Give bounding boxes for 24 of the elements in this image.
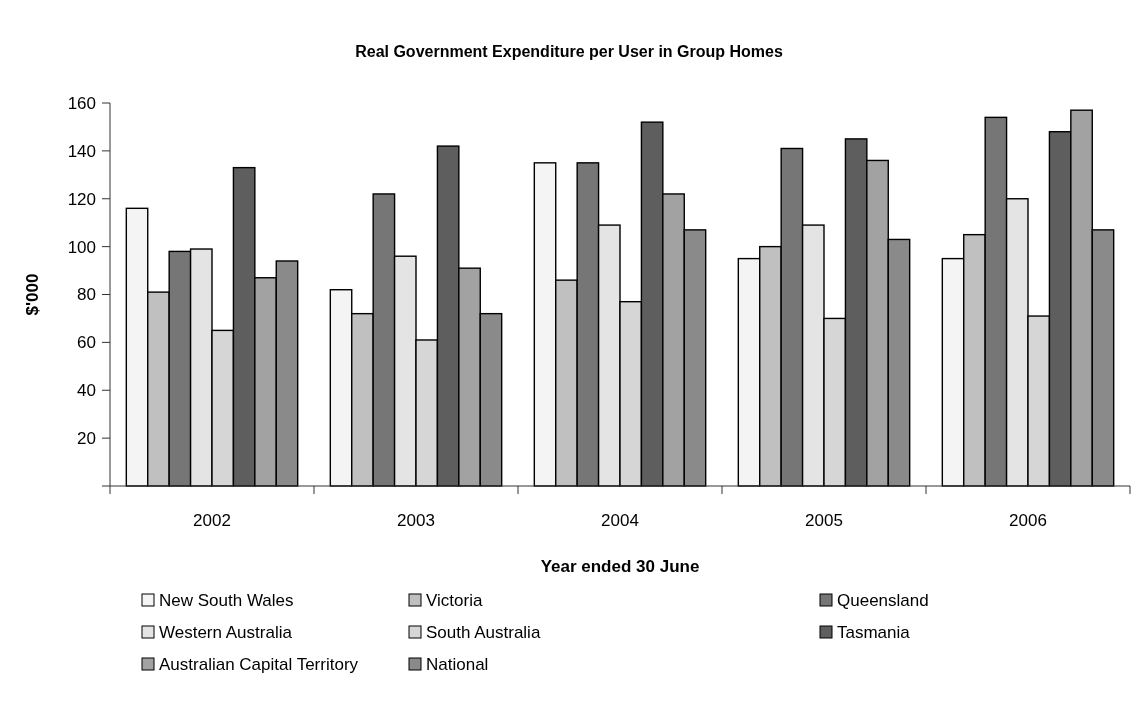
chart-title: Real Government Expenditure per User in Group Homes bbox=[355, 43, 783, 60]
y-tick-label: 140 bbox=[67, 141, 96, 161]
x-tick-label: 2006 bbox=[1009, 511, 1047, 530]
y-tick-label: 20 bbox=[77, 429, 96, 449]
x-tick-label: 2005 bbox=[805, 511, 843, 530]
legend-label: National bbox=[426, 654, 489, 674]
x-axis-title: Year ended 30 June bbox=[540, 557, 700, 576]
legend-label: New South Wales bbox=[159, 590, 294, 610]
x-tick-label: 2002 bbox=[193, 511, 231, 530]
y-tick-label: 100 bbox=[67, 237, 96, 257]
y-axis-title: $'000 bbox=[23, 273, 42, 316]
y-tick-label: 80 bbox=[77, 285, 96, 305]
legend-label: Tasmania bbox=[837, 622, 911, 642]
y-tick-label: 60 bbox=[77, 333, 96, 353]
x-tick-label: 2004 bbox=[601, 511, 639, 530]
y-tick-label: 120 bbox=[67, 189, 96, 209]
x-tick-label: 2003 bbox=[397, 511, 435, 530]
legend-label: Queensland bbox=[837, 590, 929, 610]
legend-label: Australian Capital Territory bbox=[159, 654, 359, 674]
legend-label: South Australia bbox=[426, 622, 541, 642]
legend-label: Victoria bbox=[426, 590, 483, 610]
y-tick-label: 160 bbox=[67, 93, 96, 113]
y-tick-label: 40 bbox=[77, 381, 96, 401]
legend-label: Western Australia bbox=[159, 622, 293, 642]
